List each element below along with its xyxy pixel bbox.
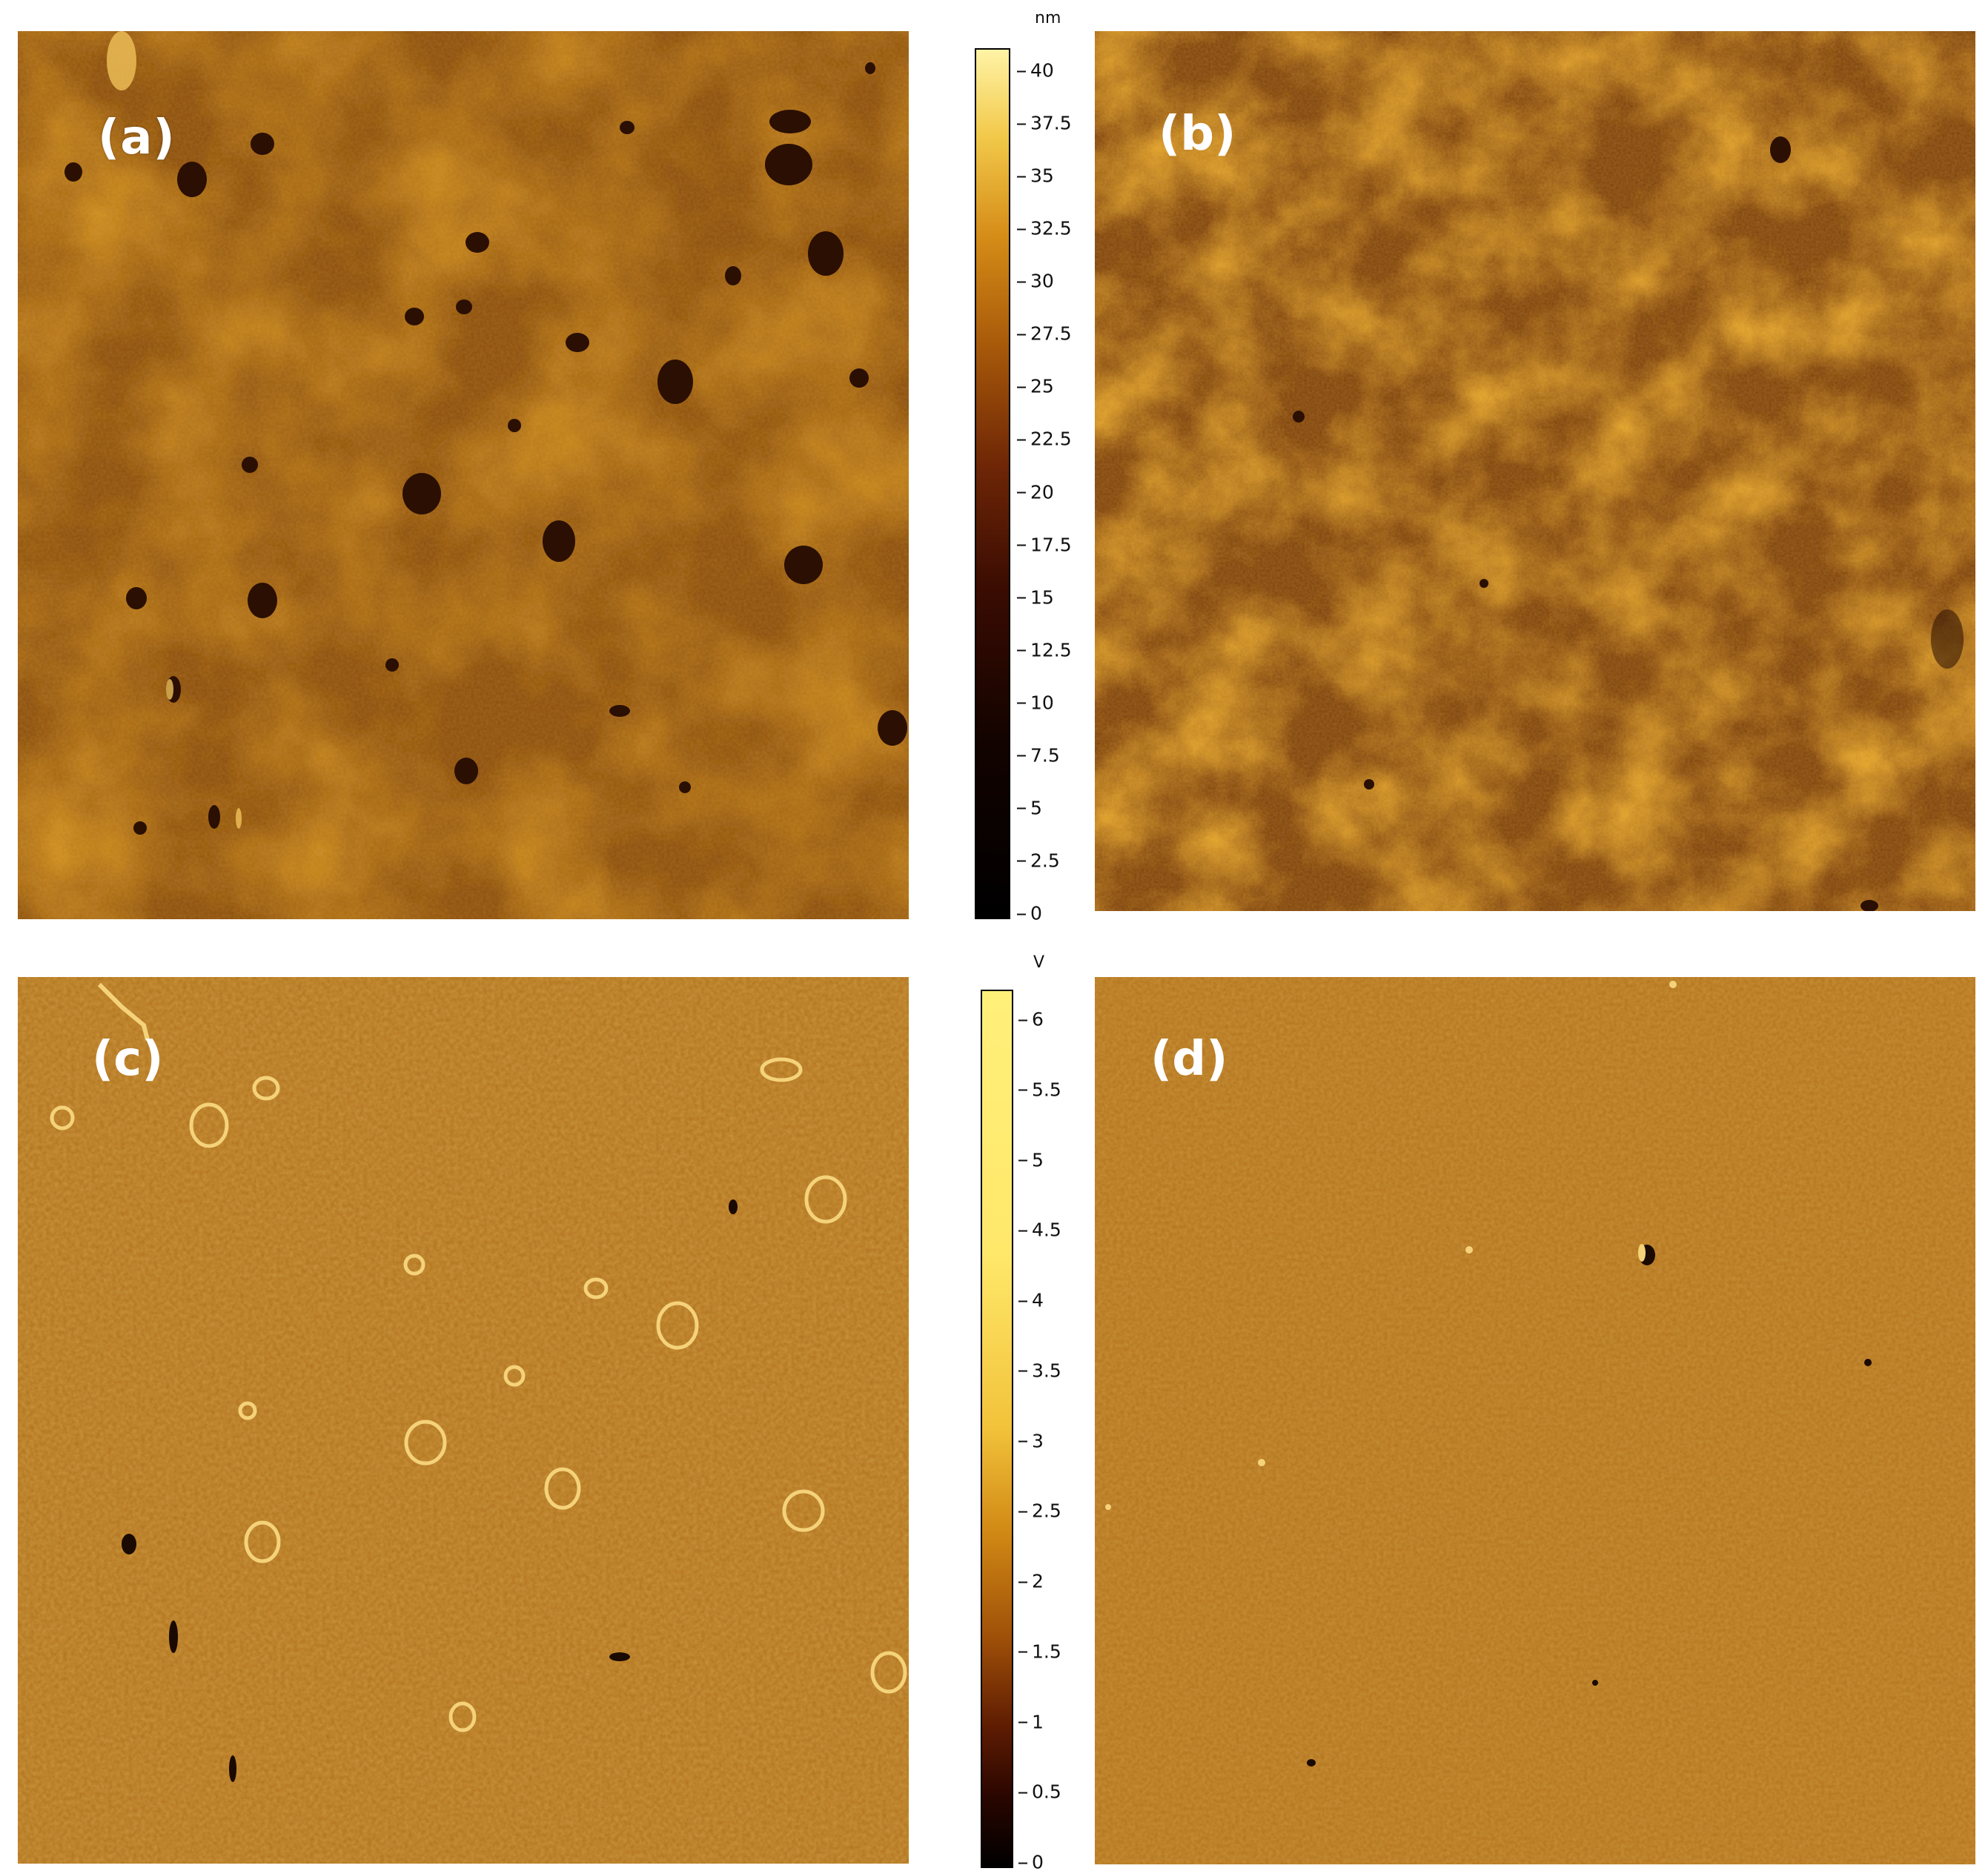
afm-height-image-b: (b): [1095, 31, 1975, 911]
colorbar-tick-label: 4: [1018, 1289, 1044, 1311]
colorbar-tick-label: 35: [1017, 165, 1054, 187]
colorbar-tick-label: 17.5: [1017, 534, 1072, 556]
colorbar-tick-label: 0.5: [1018, 1781, 1061, 1803]
phase-colorbar-unit: V: [1033, 953, 1045, 972]
bright-features-a: [107, 31, 242, 829]
colorbar-tick-label: 20: [1017, 481, 1054, 503]
colorbar-tick-label: 5: [1018, 1149, 1044, 1171]
colorbar-tick-label: 32.5: [1017, 217, 1072, 239]
afm-phase-image-d: (d): [1095, 977, 1975, 1864]
colorbar-tick-label: 30: [1017, 270, 1054, 292]
height-colorbar: nm 40 37.5 35 32.5 30 27.5 25 22.5 20 17.5 15 12.5 1…: [971, 7, 1090, 927]
colorbar-tick-label: 12.5: [1017, 639, 1072, 661]
colorbar-tick-label: 1: [1018, 1711, 1044, 1732]
colorbar-tick-label: 6: [1018, 1008, 1044, 1030]
phase-map-c: (c): [18, 977, 909, 1864]
colorbar-tick-label: 15: [1017, 586, 1054, 609]
colorbar-tick-label: 2: [1018, 1570, 1044, 1592]
panel-label-b: (b): [1159, 107, 1236, 162]
pits-a: [64, 62, 907, 835]
colorbar-tick-label: 37.5: [1017, 112, 1072, 134]
phase-colorbar-gradient: [981, 990, 1013, 1868]
scratch-c: [97, 982, 150, 1041]
colorbar-tick-label: 5: [1017, 797, 1042, 819]
relief-features-c: [50, 1057, 907, 1732]
height-colorbar-unit: nm: [1035, 9, 1061, 27]
colorbar-tick-label: 4.5: [1018, 1219, 1061, 1241]
panel-label-d: (d): [1150, 1032, 1227, 1087]
colorbar-tick-label: 27.5: [1017, 322, 1072, 345]
colorbar-tick-label: 0: [1018, 1851, 1044, 1873]
pits-b: [1293, 136, 1964, 911]
colorbar-tick-label: 3.5: [1018, 1360, 1061, 1382]
height-map-a: (a): [18, 31, 909, 919]
colorbar-tick-label: 2.5: [1018, 1500, 1061, 1522]
colorbar-tick-label: 22.5: [1017, 428, 1072, 450]
afm-height-image-a: (a): [18, 31, 909, 919]
phase-colorbar: V 6 5.5 5 4.5 4 3.5 3 2.5 2 1.5 1 0.5 0: [977, 949, 1096, 1873]
height-colorbar-gradient: [975, 48, 1010, 919]
colorbar-tick-label: 40: [1017, 59, 1054, 82]
small-features-d: [1105, 981, 1872, 1767]
colorbar-tick-label: 7.5: [1017, 744, 1060, 767]
afm-phase-image-c: (c): [18, 977, 909, 1864]
colorbar-tick-label: 0: [1017, 902, 1042, 924]
panel-label-c: (c): [92, 1032, 163, 1087]
colorbar-tick-label: 2.5: [1017, 850, 1060, 872]
colorbar-tick-label: 1.5: [1018, 1640, 1061, 1663]
dark-edges-c: [122, 1199, 738, 1782]
colorbar-tick-label: 5.5: [1018, 1079, 1061, 1101]
panel-label-a: (a): [98, 110, 176, 165]
phase-map-d: (d): [1095, 977, 1975, 1864]
colorbar-tick-label: 3: [1018, 1430, 1044, 1451]
colorbar-tick-label: 25: [1017, 375, 1054, 397]
height-map-b: (b): [1095, 31, 1975, 911]
colorbar-tick-label: 10: [1017, 692, 1054, 714]
